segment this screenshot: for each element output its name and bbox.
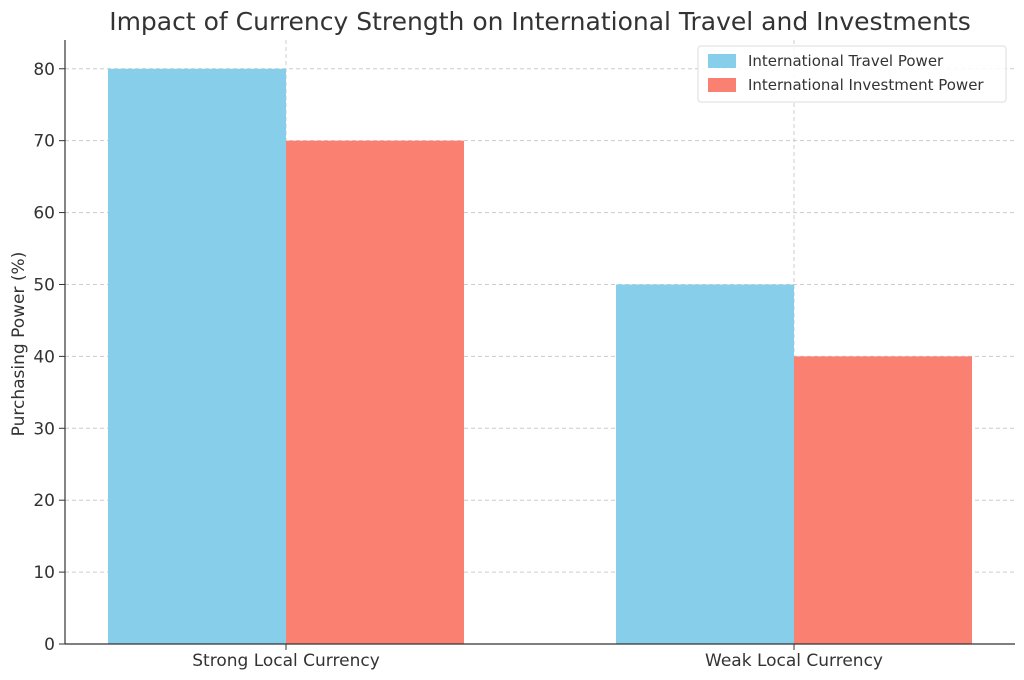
y-tick-label: 0 <box>44 635 55 655</box>
bar <box>286 140 464 644</box>
bar <box>616 284 794 644</box>
y-tick-label: 60 <box>33 204 55 224</box>
y-tick-label: 10 <box>33 563 55 583</box>
legend-swatch <box>708 54 736 68</box>
legend-box <box>697 45 1007 103</box>
y-tick-label: 50 <box>33 275 55 295</box>
y-tick-label: 70 <box>33 132 55 152</box>
legend-label: International Investment Power <box>748 76 984 94</box>
y-tick-label: 80 <box>33 60 55 80</box>
chart-title: Impact of Currency Strength on Internati… <box>109 7 971 36</box>
bar <box>794 356 972 644</box>
x-tick-label: Weak Local Currency <box>705 651 883 671</box>
axes: 0 10 20 30 40 50 60 70 80 Strong Local Currency We… <box>33 40 1015 671</box>
y-tick-label: 20 <box>33 491 55 511</box>
legend: International Travel Power International … <box>697 45 1007 103</box>
x-tick-label: Strong Local Currency <box>192 651 380 671</box>
y-tick-label: 30 <box>33 419 55 439</box>
bar <box>108 68 286 644</box>
legend-label: International Travel Power <box>748 52 944 70</box>
y-axis-label: Purchasing Power (%) <box>9 252 29 437</box>
legend-swatch <box>708 78 736 92</box>
bars <box>108 68 972 644</box>
y-tick-label: 40 <box>33 347 55 367</box>
